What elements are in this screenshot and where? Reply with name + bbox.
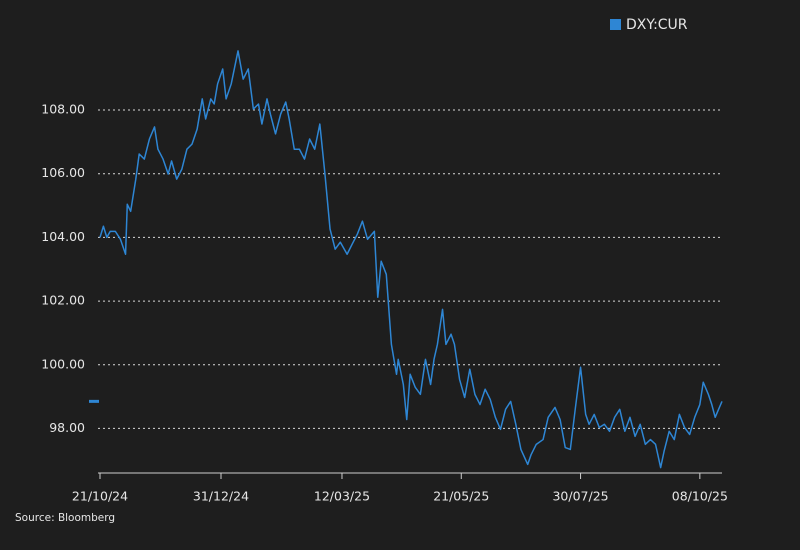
data-line [99, 50, 723, 469]
y-tick-label: 98.00 [49, 420, 85, 435]
x-tick-label: 12/03/25 [314, 489, 370, 504]
legend-swatch [610, 19, 621, 30]
y-tick-label: 106.00 [41, 165, 85, 180]
y-tick-label: 108.00 [41, 102, 85, 117]
x-tick-label: 31/12/24 [193, 489, 249, 504]
y-tick-label: 102.00 [41, 293, 85, 308]
source: Source: Bloomberg [15, 512, 115, 524]
x-tick-label: 30/07/25 [552, 489, 608, 504]
y-tick-label: 100.00 [41, 356, 85, 371]
x-tick-label: 21/05/25 [433, 489, 489, 504]
last-value-marker [89, 399, 99, 403]
y-tick-label: 104.00 [41, 229, 85, 244]
x-tick-label: 08/10/25 [672, 489, 728, 504]
x-tick-label: 21/10/24 [72, 489, 128, 504]
legend-label: DXY:CUR [626, 17, 688, 33]
